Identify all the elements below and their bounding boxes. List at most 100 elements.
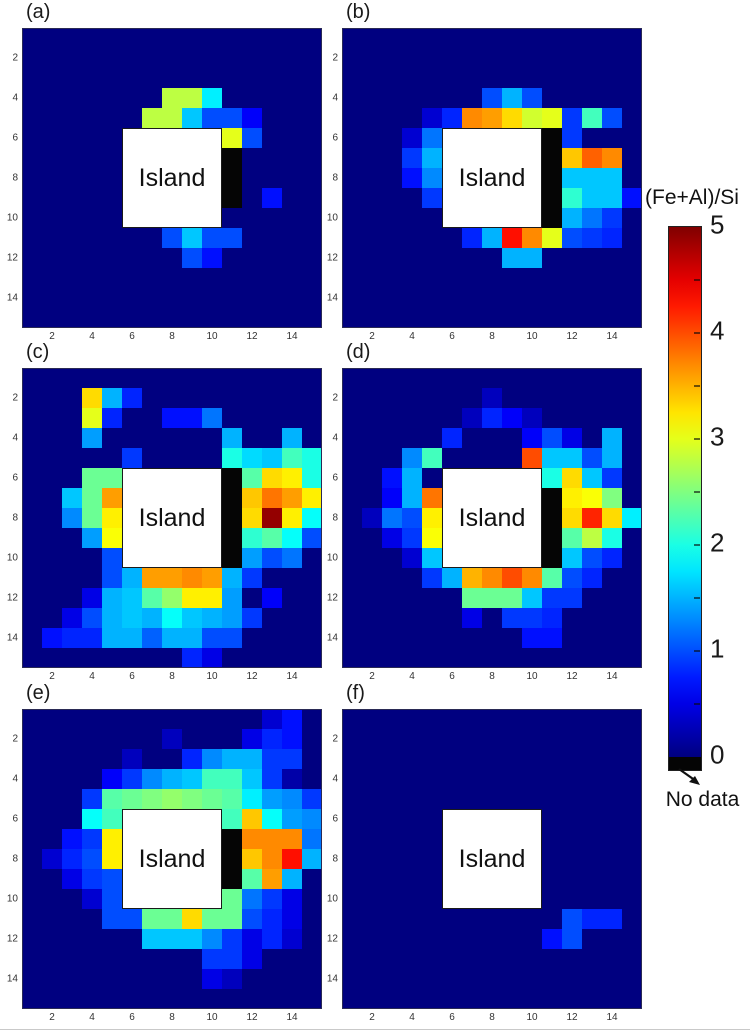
island-overlay: Island xyxy=(122,128,222,228)
heatmap-cell xyxy=(562,468,582,488)
heatmap-cell xyxy=(122,909,142,929)
colorbar-minor-tick xyxy=(694,385,700,387)
heatmap-cell xyxy=(242,849,262,869)
heatmap-cell xyxy=(222,448,242,468)
heatmap-cell xyxy=(462,588,482,608)
panel-a-label: (a) xyxy=(26,1,51,23)
heatmap-cell xyxy=(262,468,282,488)
heatmap-cell xyxy=(182,909,202,929)
heatmap-cell xyxy=(282,468,302,488)
heatmap-cell xyxy=(162,108,182,128)
heatmap-cell xyxy=(282,448,302,468)
x-axis-tick-label: 10 xyxy=(526,1012,538,1023)
heatmap-cell xyxy=(302,448,321,468)
x-axis-tick-label: 2 xyxy=(369,671,375,682)
x-axis-tick-label: 6 xyxy=(129,671,135,682)
heatmap-cell xyxy=(602,228,622,248)
heatmap-cell xyxy=(542,448,562,468)
heatmap-cell xyxy=(102,909,122,929)
y-axis-tick-label: 4 xyxy=(12,92,18,104)
x-axis-tick-label: 10 xyxy=(206,331,218,342)
heatmap-cell xyxy=(562,208,582,228)
heatmap-cell xyxy=(82,789,102,809)
heatmap-cell xyxy=(542,428,562,448)
heatmap-cell xyxy=(82,588,102,608)
x-axis-tick-label: 4 xyxy=(89,1012,95,1023)
heatmap-cell xyxy=(242,809,262,829)
heatmap-cell xyxy=(262,548,282,568)
y-axis-tick-label: 12 xyxy=(326,592,338,604)
heatmap-cell xyxy=(562,488,582,508)
heatmap-cell xyxy=(222,628,242,648)
heatmap-cell xyxy=(402,488,422,508)
heatmap-grid-e: Island xyxy=(22,709,322,1009)
heatmap-cell xyxy=(142,929,162,949)
no-data-cell xyxy=(542,148,562,168)
panel-d-label: (d) xyxy=(346,341,371,363)
island-label: Island xyxy=(458,503,526,532)
heatmap-cell xyxy=(562,168,582,188)
heatmap-cell xyxy=(222,128,242,148)
heatmap-cell xyxy=(142,608,162,628)
heatmap-cell xyxy=(462,408,482,428)
heatmap-cell xyxy=(242,909,262,929)
heatmap-cell xyxy=(62,508,82,528)
heatmap-cell xyxy=(102,568,122,588)
heatmap-cell xyxy=(282,769,302,789)
heatmap-cell xyxy=(162,769,182,789)
heatmap-cell xyxy=(362,508,382,528)
heatmap-cell xyxy=(182,929,202,949)
no-data-cell xyxy=(542,508,562,528)
heatmap-cell xyxy=(562,548,582,568)
heatmap-cell xyxy=(82,468,102,488)
heatmap-cell xyxy=(82,829,102,849)
heatmap-cell xyxy=(302,528,321,548)
heatmap-cell xyxy=(522,588,542,608)
heatmap-cell xyxy=(222,588,242,608)
x-axis-tick-label: 8 xyxy=(169,331,175,342)
heatmap-cell xyxy=(182,628,202,648)
y-axis-tick-label: 6 xyxy=(12,813,18,825)
panel-c: (c) Island 2 2 4 4 6 6 8 8 10 10 12 12 14 14 xyxy=(7,341,322,682)
heatmap-cell xyxy=(242,769,262,789)
heatmap-cell xyxy=(82,809,102,829)
heatmap-cell xyxy=(602,508,622,528)
heatmap-cell xyxy=(162,628,182,648)
heatmap-cell xyxy=(222,608,242,628)
heatmap-cell xyxy=(42,849,62,869)
heatmap-cell xyxy=(222,769,242,789)
heatmap-cell xyxy=(222,568,242,588)
panel-d: (d) Island 2 2 4 4 6 6 8 8 10 10 12 12 14 14 xyxy=(327,341,642,682)
colorbar-tick-label: 3 xyxy=(710,421,725,452)
heatmap-cell xyxy=(182,228,202,248)
x-axis-tick-label: 14 xyxy=(606,1012,618,1023)
x-axis-tick-label: 4 xyxy=(409,1012,415,1023)
y-axis-tick-label: 10 xyxy=(326,552,338,564)
heatmap-cell xyxy=(582,468,602,488)
colorbar-minor-tick xyxy=(694,332,700,334)
heatmap-cell xyxy=(562,448,582,468)
heatmap-cell xyxy=(562,528,582,548)
heatmap-cell xyxy=(222,789,242,809)
heatmap-cell xyxy=(162,568,182,588)
heatmap-cell xyxy=(122,749,142,769)
heatmap-cell xyxy=(202,108,222,128)
heatmap-cell xyxy=(202,909,222,929)
heatmap-cell xyxy=(262,829,282,849)
heatmap-cell xyxy=(522,248,542,268)
heatmap-grid-d: Island xyxy=(342,368,642,668)
heatmap-cell xyxy=(402,168,422,188)
heatmap-cell xyxy=(142,568,162,588)
heatmap-cell xyxy=(602,428,622,448)
x-axis-tick-label: 14 xyxy=(286,331,298,342)
heatmap-cell xyxy=(202,568,222,588)
heatmap-cell xyxy=(562,508,582,528)
heatmap-cell xyxy=(562,108,582,128)
heatmap-cell xyxy=(242,729,262,749)
heatmap-cell xyxy=(142,628,162,648)
heatmap-cell xyxy=(102,528,122,548)
x-axis-tick-label: 12 xyxy=(246,331,258,342)
island-label: Island xyxy=(138,163,206,192)
heatmap-cell xyxy=(222,969,242,989)
